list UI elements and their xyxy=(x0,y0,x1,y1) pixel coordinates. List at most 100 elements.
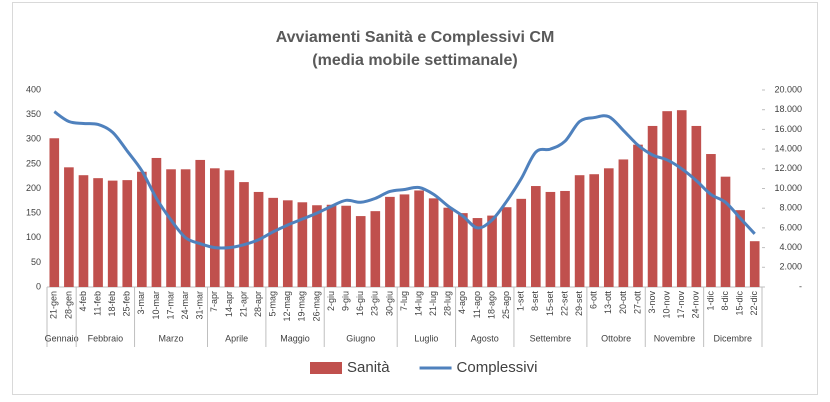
bar xyxy=(355,216,366,287)
y2-tick-label: 2.000 xyxy=(779,262,802,272)
bar xyxy=(516,198,527,287)
month-label: Gennaio xyxy=(45,333,79,343)
legend-swatch xyxy=(310,362,342,374)
x-tick-label: 1-dic xyxy=(705,291,715,311)
x-tick-label: 24-nov xyxy=(691,291,701,319)
bar xyxy=(574,175,585,287)
x-tick-label: 25-feb xyxy=(122,291,132,317)
bar xyxy=(195,159,206,287)
bar xyxy=(166,169,176,287)
chart-subtitle: (media mobile settimanale) xyxy=(312,52,517,69)
bar xyxy=(545,191,556,287)
x-tick-label: 22-set xyxy=(559,291,569,317)
y-tick-label: 50 xyxy=(31,257,41,267)
bar xyxy=(209,168,220,287)
x-tick-label: 1-set xyxy=(516,291,526,312)
x-tick-label: 10-nov xyxy=(662,291,672,319)
x-tick-label: 15-set xyxy=(545,291,555,317)
month-label: Agosto xyxy=(471,333,499,343)
x-tick-label: 14-apr xyxy=(224,291,234,317)
bar xyxy=(472,218,483,287)
bar xyxy=(78,175,89,287)
x-tick-label: 2-giu xyxy=(326,291,336,311)
bar xyxy=(706,154,716,287)
y2-tick-label: 14.000 xyxy=(774,143,802,153)
month-label: Novembre xyxy=(654,333,696,343)
x-tick-label: 4-ago xyxy=(457,291,467,314)
x-tick-label: 11-ago xyxy=(472,291,482,318)
month-label: Febbraio xyxy=(88,333,124,343)
bar xyxy=(458,213,468,287)
bar xyxy=(341,205,351,287)
bar xyxy=(385,196,395,287)
x-tick-label: 18-ago xyxy=(486,291,496,319)
bar xyxy=(180,169,191,287)
bar xyxy=(122,180,133,287)
month-label: Aprile xyxy=(225,333,248,343)
x-tick-label: 8-set xyxy=(530,291,540,312)
legend-label: Sanità xyxy=(347,359,390,376)
chart-title: Avviamenti Sanità e Complessivi CM xyxy=(276,29,555,46)
month-label: Luglio xyxy=(414,333,438,343)
y2-tick-label: 10.000 xyxy=(774,183,802,193)
x-tick-label: 11-feb xyxy=(92,291,102,316)
bar xyxy=(224,170,235,287)
bar xyxy=(487,215,497,287)
x-tick-label: 12-mag xyxy=(282,291,292,322)
x-tick-label: 15-dic xyxy=(734,291,744,316)
x-tick-label: 21-lug xyxy=(428,291,438,316)
bar xyxy=(676,110,687,287)
month-label: Dicembre xyxy=(714,333,753,343)
bar xyxy=(137,171,147,287)
bar xyxy=(151,157,162,287)
bar xyxy=(633,144,643,287)
month-label: Settembre xyxy=(530,333,572,343)
y-tick-label: 200 xyxy=(26,183,41,193)
bar xyxy=(282,200,293,287)
x-tick-label: 9-giu xyxy=(341,291,351,311)
x-tick-label: 28-lug xyxy=(443,291,453,316)
x-tick-label: 19-mag xyxy=(297,291,307,322)
y-tick-label: 0 xyxy=(36,281,41,291)
month-label: Marzo xyxy=(159,333,184,343)
month-label: Maggio xyxy=(280,333,310,343)
x-tick-label: 31-mar xyxy=(195,291,205,320)
x-tick-label: 22-dic xyxy=(749,291,759,316)
x-tick-label: 13-ott xyxy=(603,291,613,315)
bar xyxy=(603,168,614,287)
bar xyxy=(749,241,760,287)
bar xyxy=(414,190,424,287)
bar xyxy=(312,205,322,287)
bar xyxy=(560,190,570,287)
y2-tick-label: 12.000 xyxy=(774,163,802,173)
bar xyxy=(64,167,74,287)
y-tick-label: 350 xyxy=(26,109,41,119)
bar xyxy=(531,186,541,287)
bar xyxy=(589,174,600,287)
x-tick-label: 6-ott xyxy=(589,291,599,310)
y-tick-label: 100 xyxy=(26,232,41,242)
bar xyxy=(428,198,439,287)
month-label: Giugno xyxy=(346,333,375,343)
y2-tick-label: 8.000 xyxy=(779,203,802,213)
x-tick-label: 17-mar xyxy=(165,291,175,320)
x-tick-label: 29-set xyxy=(574,291,584,317)
x-tick-label: 18-feb xyxy=(107,291,117,317)
x-tick-label: 8-dic xyxy=(720,291,730,311)
bar xyxy=(326,204,337,287)
x-tick-label: 23-giu xyxy=(370,291,380,316)
bar xyxy=(618,159,629,287)
bar xyxy=(691,125,702,287)
x-tick-label: 10-mar xyxy=(151,291,161,320)
bar xyxy=(239,182,249,287)
x-tick-label: 20-ott xyxy=(618,291,628,315)
y2-tick-label: 20.000 xyxy=(774,84,802,94)
x-tick-label: 28-gen xyxy=(63,291,73,319)
x-tick-label: 28-apr xyxy=(253,291,263,317)
bar xyxy=(399,194,410,287)
x-tick-label: 27-ott xyxy=(632,291,642,315)
bar xyxy=(370,211,381,287)
bar xyxy=(49,138,60,287)
x-tick-label: 7-apr xyxy=(209,291,219,312)
